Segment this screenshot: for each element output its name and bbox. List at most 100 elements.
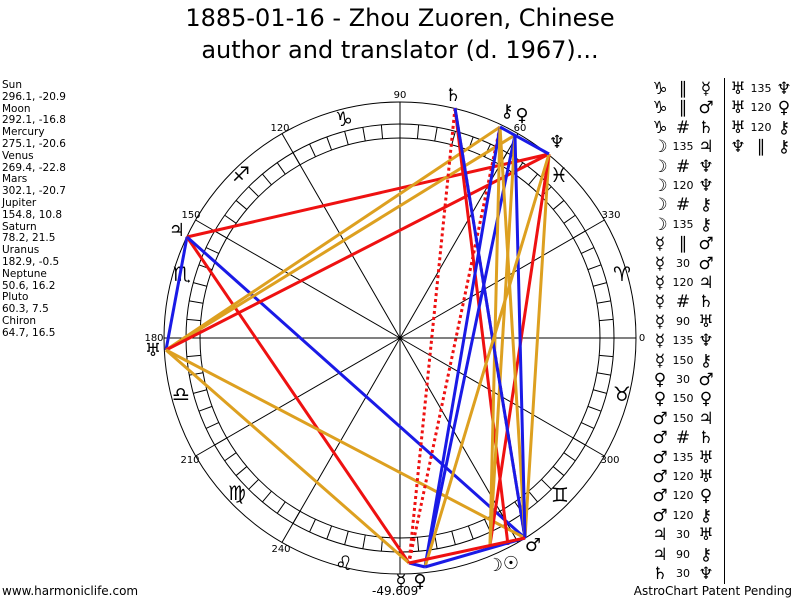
aspect-planet-glyph: ♆ [698, 331, 714, 352]
aspect-type: 120 [672, 470, 694, 483]
aspect-line [423, 134, 517, 568]
aspect-row: ☿ 150 ⚷ [650, 350, 716, 372]
aspect-type: 90 [676, 547, 690, 561]
planet-coords: 302.1, -20.7 [2, 185, 66, 198]
website-link[interactable]: www.harmoniclife.com [2, 584, 139, 598]
aspect-planet-glyph: ♃ [698, 137, 714, 158]
degree-tick [467, 525, 474, 540]
aspect-planet-glyph: ♀ [699, 389, 713, 410]
aspect-type: # [675, 428, 691, 449]
aspect-row: ☿ 30 ♂ [650, 253, 716, 275]
degree-tick [309, 143, 316, 157]
degree-label: 120 [270, 123, 289, 134]
degree-tick [599, 318, 614, 322]
degree-tick [563, 452, 576, 462]
aspect-planet-glyph: ☿ [654, 350, 666, 371]
aspect-planet-glyph: ♑ [652, 117, 668, 138]
sign-gemini-glyph: ♊ [551, 483, 569, 507]
degree-tick [276, 501, 286, 514]
patent-notice: AstroChart Patent Pending [633, 584, 792, 598]
sign-leo-glyph: ♌ [335, 551, 353, 575]
aspect-row: ☽ # ⚷ [650, 194, 716, 216]
aspect-row: ♅ 135 ♆ [728, 78, 794, 100]
house-spoke [399, 219, 605, 339]
aspect-type: # [675, 195, 691, 216]
aspect-type: 30 [676, 528, 690, 542]
degree-tick [563, 214, 576, 224]
aspect-row: ☽ 135 ⚷ [650, 214, 716, 236]
aspect-planet-glyph: ♄ [698, 292, 714, 313]
aspect-planet-glyph: ☿ [654, 292, 666, 313]
degree-tick [189, 372, 204, 376]
aspect-line [408, 536, 526, 565]
degree-tick [205, 247, 219, 254]
aspect-planet-glyph: ♆ [776, 79, 792, 99]
aspect-row: ♀ 30 ♂ [650, 369, 716, 391]
aspect-planet-glyph: ♂ [698, 98, 714, 119]
aspect-table-divider [724, 78, 725, 584]
aspect-row: ☿ 120 ♃ [650, 272, 716, 294]
planet-name: Mercury [2, 126, 45, 139]
aspect-type: 135 [750, 82, 772, 95]
aspect-row: ♂ 150 ♃ [650, 408, 716, 430]
aspect-planet-glyph: ♂ [652, 467, 668, 487]
aspect-line [453, 107, 527, 539]
aspect-planet-glyph: ⚷ [777, 137, 791, 158]
aspect-line [186, 235, 526, 540]
planet-sun-glyph: ☉ [503, 553, 519, 574]
degree-tick [224, 452, 237, 462]
degree-tick [362, 534, 366, 549]
aspect-row: ☿ ∥ ♂ [650, 233, 716, 255]
degree-tick [362, 127, 366, 142]
aspect-line [165, 348, 526, 540]
aspect-planet-glyph: ☽ [652, 195, 668, 216]
sign-aries-glyph: ♈ [613, 262, 631, 286]
degree-label: 90 [394, 90, 407, 101]
chart-title-line1: 1885-01-16 - Zhou Zuoren, Chinese [185, 4, 615, 32]
aspect-type: 30 [676, 373, 690, 386]
aspect-planet-glyph: ♆ [698, 176, 714, 196]
aspect-planet-glyph: ⚷ [699, 214, 713, 235]
aspect-type: 120 [750, 101, 772, 115]
aspect-planet-glyph: ☽ [652, 176, 668, 196]
aspect-type: 120 [672, 489, 694, 503]
aspect-row: ♂ 135 ♅ [650, 447, 716, 469]
aspect-line [523, 153, 551, 539]
degree-label: 180 [144, 333, 163, 344]
aspect-type: 150 [672, 353, 694, 367]
degree-label: 330 [601, 210, 620, 221]
aspect-type: 150 [672, 411, 694, 425]
aspect-line [499, 125, 550, 156]
aspect-type: 150 [672, 392, 694, 406]
aspect-planet-glyph: ☿ [700, 79, 712, 99]
aspect-row: ♅ 120 ⚷ [728, 117, 794, 139]
aspect-planet-glyph: ♅ [698, 525, 714, 546]
degree-tick [541, 479, 552, 490]
aspect-planet-glyph: ♅ [730, 79, 746, 99]
degree-tick [193, 389, 207, 394]
aspect-planet-glyph: ☿ [654, 331, 666, 352]
aspect-line [453, 107, 510, 546]
sign-virgo-glyph: ♍ [228, 481, 246, 505]
aspect-type: ∥ [756, 137, 766, 158]
aspect-type: ∥ [678, 98, 688, 119]
aspect-type: 120 [672, 179, 694, 192]
planet-coords: 275.1, -20.6 [2, 137, 66, 150]
degree-tick [587, 264, 602, 271]
degree-label: 60 [514, 123, 527, 134]
degree-tick [193, 282, 207, 287]
aspect-row: ♃ 90 ⚷ [650, 544, 716, 566]
degree-label: 210 [180, 455, 199, 466]
house-spoke [281, 133, 401, 339]
degree-tick [198, 405, 213, 412]
aspect-planet-glyph: ♃ [698, 273, 714, 293]
aspect-planet-glyph: ⚷ [699, 544, 713, 565]
aspect-planet-glyph: ♆ [730, 137, 746, 158]
planet-coords: 64.7, 16.5 [2, 326, 56, 339]
aspect-line [488, 134, 517, 546]
aspect-row: ♄ 30 ♆ [650, 563, 716, 585]
planet-name: Sun [2, 79, 22, 91]
aspect-row: ☽ # ♆ [650, 156, 716, 178]
planet-coords: 296.1, -20.9 [2, 90, 66, 103]
degree-tick [552, 466, 565, 476]
